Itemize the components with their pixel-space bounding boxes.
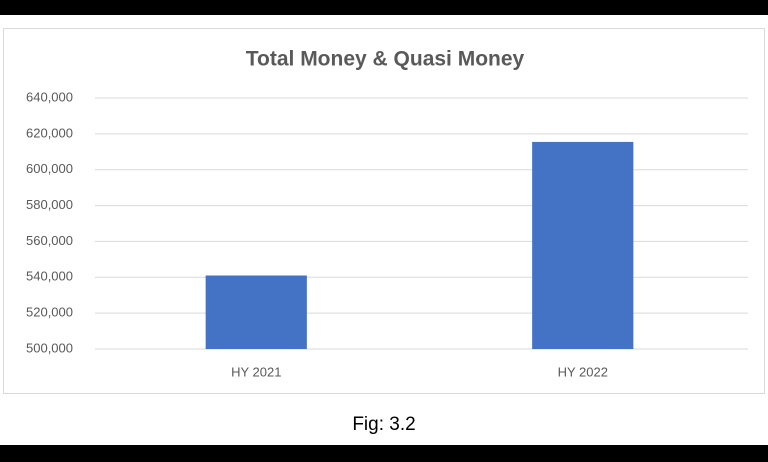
chart-frame [3,28,765,394]
y-tick-label: 580,000 [26,197,73,212]
y-tick-label: 560,000 [26,233,73,248]
y-tick-label: 520,000 [26,305,73,320]
y-tick-label: 640,000 [26,89,73,104]
y-tick-label: 620,000 [26,125,73,140]
bar [532,141,634,349]
bottom-band [0,445,768,462]
y-tick-label: 540,000 [26,269,73,284]
x-tick-label: HY 2021 [231,364,281,379]
y-tick-label: 600,000 [26,161,73,176]
x-tick-label: HY 2022 [558,364,608,379]
bar [205,275,307,349]
caption: Fig: 3.2 [352,414,415,435]
top-band [0,0,768,15]
y-tick-label: 500,000 [26,340,73,355]
chart-title: Total Money & Quasi Money [246,48,525,71]
